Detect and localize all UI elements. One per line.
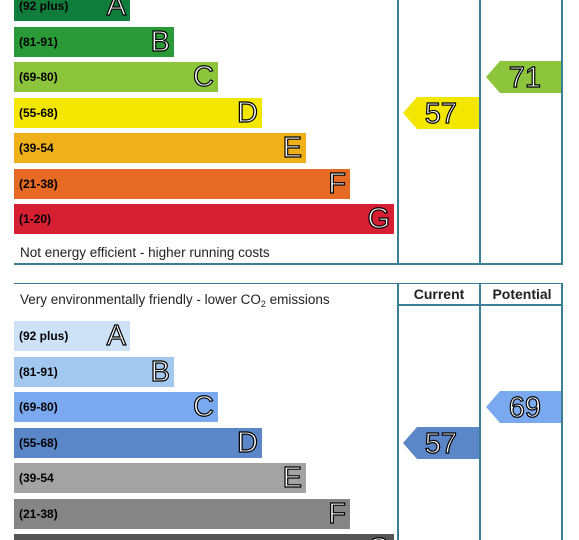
rating-bar-f: (21-38) F (14, 497, 350, 530)
bottom-panel-divider-mid (479, 283, 481, 540)
rating-bar-g: G (14, 533, 394, 540)
bottom-panel-divider-left (397, 283, 399, 540)
rating-bar-e: (39-54 E (14, 462, 306, 494)
bottom-panel-top-rule (14, 283, 563, 284)
current-arrow-shape (403, 96, 479, 129)
rating-bar-c: (69-80) C (14, 61, 218, 93)
band-letter: D (236, 96, 258, 129)
rating-bar-a: (92 plus) A (14, 320, 130, 352)
rating-bar-b: (81-91) B (14, 355, 174, 388)
potential-arrow-polygon (486, 61, 563, 93)
band-range-label: (69-80) (19, 70, 58, 84)
band-letter: F (328, 497, 347, 530)
band-letter: C (192, 61, 214, 93)
potential-rating-value: 69 (508, 391, 541, 424)
column-header-current: Current (413, 286, 465, 302)
rating-bar-c: (69-80) C (14, 391, 218, 423)
potential-arrow-shape (486, 391, 563, 423)
band-range-label: (92 plus) (19, 329, 69, 343)
header-note-subscript: 2 (260, 299, 266, 309)
band-letter: F (328, 167, 347, 200)
band-letter: D (236, 426, 258, 459)
band-range-label: (1-20) (19, 212, 52, 226)
band-letter: G (367, 533, 391, 540)
rating-bar-a: (92 plus) A (14, 0, 130, 22)
current-rating-value: 57 (424, 427, 457, 460)
rating-bar-d: (55-68) D (14, 96, 262, 129)
current-arrow-polygon (403, 96, 479, 129)
potential-rating-arrow: 69 (486, 391, 563, 425)
potential-arrow-shape (486, 61, 563, 93)
environmental-impact-rating-panel: (92 plus) A (81-91) B (69-80) C (55-68) D (39-54… (0, 283, 579, 540)
band-letter: G (367, 203, 391, 235)
band-range-label: (92 plus) (19, 0, 69, 13)
current-rating-arrow: 57 (403, 96, 479, 130)
band-range-label: (69-80) (19, 400, 58, 414)
band-letter: C (192, 391, 214, 423)
band-letter: E (282, 462, 303, 494)
band-range-label: (81-91) (19, 364, 58, 379)
current-arrow-polygon (403, 426, 479, 459)
footer-note: Not energy efficient - higher running co… (20, 245, 270, 260)
band-range-label: (55-68) (19, 105, 58, 120)
potential-rating-value: 71 (508, 61, 541, 94)
top-panel-divider-mid (479, 0, 481, 264)
rating-bar-d: (55-68) D (14, 426, 262, 459)
top-panel-divider-left (397, 0, 399, 264)
band-letter: A (106, 320, 127, 352)
band-range-label: (21-38) (19, 176, 58, 191)
bottom-panel-header-rule (399, 304, 561, 306)
rating-bar-g: (1-20) G (14, 203, 394, 235)
current-arrow-shape (403, 426, 479, 459)
band-range-label: (21-38) (19, 506, 58, 521)
band-range-label: (39-54 (19, 141, 54, 155)
potential-rating-arrow: 71 (486, 61, 563, 95)
header-note-prefix: Very environmentally friendly - lower CO (20, 292, 261, 307)
top-panel-divider-right (561, 0, 563, 264)
rating-bar-e: (39-54 E (14, 132, 306, 164)
header-note-suffix: emissions (265, 292, 330, 307)
current-rating-arrow: 57 (403, 426, 479, 460)
current-rating-value: 57 (424, 97, 457, 130)
band-range-label: (55-68) (19, 435, 58, 450)
column-header-potential: Potential (492, 286, 552, 302)
band-range-label: (39-54 (19, 471, 54, 485)
bottom-panel-divider-right (561, 283, 563, 540)
band-letter: B (150, 355, 171, 388)
rating-bar-f: (21-38) F (14, 167, 350, 200)
band-range-label: (81-91) (19, 34, 58, 49)
band-letter: B (150, 25, 171, 58)
header-note: Very environmentally friendly - lower CO… (20, 292, 330, 309)
top-panel-bottom-rule (14, 263, 563, 265)
potential-arrow-polygon (486, 391, 563, 423)
band-letter: E (282, 132, 303, 164)
band-letter: A (106, 0, 127, 22)
energy-efficiency-rating-panel: (92 plus) A (81-91) B (69-80) C (55-68) D (39-54… (0, 0, 579, 264)
rating-bar-b: (81-91) B (14, 25, 174, 58)
